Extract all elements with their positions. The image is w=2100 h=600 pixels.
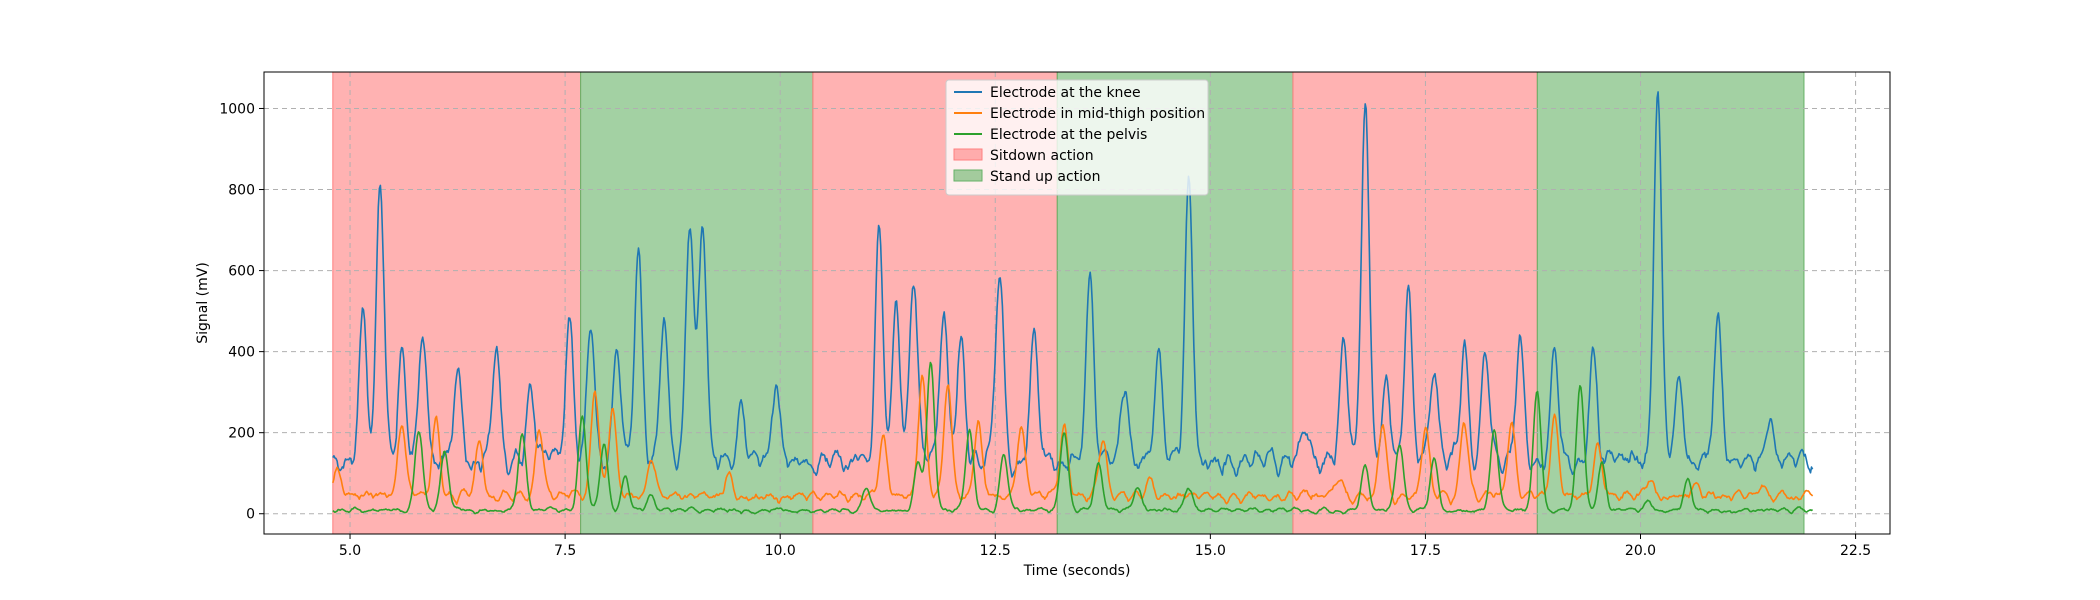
x-axis-ticks: 5.0 7.5 10.0 12.5 15.0 17.5 20.0 22.5 (339, 534, 1871, 559)
grid (264, 72, 1890, 534)
series-line-pelvis (332, 361, 1814, 515)
y-tick-label: 1000 (219, 101, 255, 117)
plot-frame (263, 71, 1891, 535)
y-tick-label: 200 (228, 426, 255, 442)
legend-box (945, 79, 1209, 196)
y-tick-label: 800 (228, 183, 255, 199)
band-sitdown-0 (332, 71, 582, 535)
legend-patch-swatch (953, 148, 983, 161)
series-line-mid-thigh (332, 374, 1814, 506)
x-tick-label: 15.0 (1195, 543, 1226, 559)
band-standup-1 (580, 71, 814, 535)
y-tick-label: 0 (246, 507, 255, 523)
legend-label: Stand up action (990, 169, 1100, 185)
x-tick-label: 10.0 (765, 543, 796, 559)
legend: Electrode at the knee Electrode in mid-th… (945, 79, 1209, 196)
x-tick-label: 5.0 (339, 543, 361, 559)
band-sitdown-4 (1292, 71, 1538, 535)
legend-label: Electrode at the pelvis (990, 127, 1147, 143)
x-axis-label: Time (seconds) (1023, 563, 1131, 579)
x-tick-label: 17.5 (1410, 543, 1441, 559)
legend-label: Electrode in mid-thigh position (990, 106, 1205, 122)
legend-patch-swatch (953, 169, 983, 182)
band-standup-5 (1536, 71, 1805, 535)
series-line-knee (332, 91, 1814, 478)
x-tick-label: 12.5 (980, 543, 1011, 559)
x-tick-label: 7.5 (554, 543, 576, 559)
y-axis-ticks: 0 200 400 600 800 1000 (219, 101, 264, 523)
x-tick-label: 22.5 (1840, 543, 1871, 559)
series-lines (332, 91, 1814, 515)
legend-label: Electrode at the knee (990, 85, 1141, 101)
legend-label: Sitdown action (990, 148, 1094, 164)
y-tick-label: 600 (228, 264, 255, 280)
x-tick-label: 20.0 (1625, 543, 1656, 559)
y-axis-label: Signal (mV) (195, 262, 211, 344)
y-tick-label: 400 (228, 345, 255, 361)
